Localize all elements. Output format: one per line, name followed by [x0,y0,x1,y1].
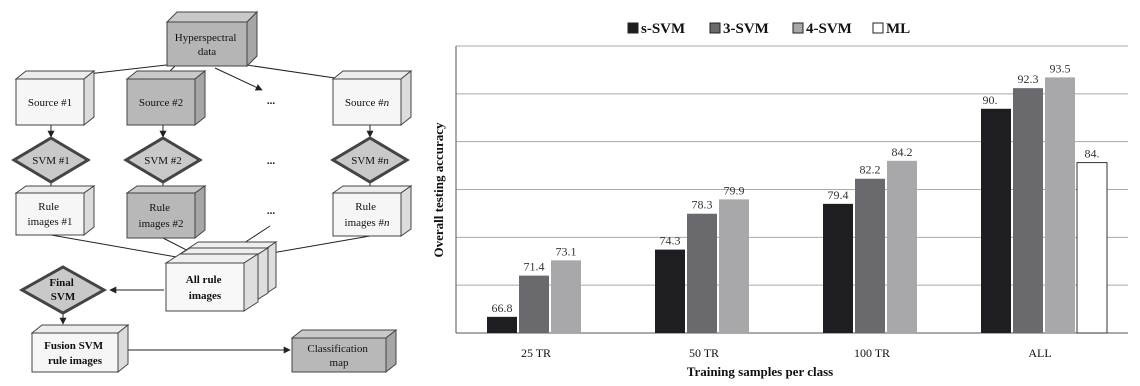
svg-text:Rule images #1: Rule images #1 [28,201,73,228]
svm-n-label: SVM #n [351,155,389,167]
svm-2-label: SVM #2 [144,155,182,167]
rule-images-node-n: Rule images #n [331,185,413,237]
data-label: 90. [983,93,998,107]
data-label: 84.2 [892,145,913,159]
rule-images-node-1: Rule images #1 [14,185,96,237]
rule-2-line2: images #2 [139,218,184,230]
data-label: 92.3 [1018,72,1039,86]
data-label: 66.8 [492,301,513,315]
final-svm-node: Final SVM [18,265,108,315]
bar-ML-ALL [1076,162,1108,334]
svm-1-label: SVM #1 [32,155,70,167]
all-rule-line1: All rule [186,274,222,286]
ellipsis-row-1: ... [267,95,276,107]
x-tick-label: 25 TR [521,346,551,360]
svg-text:All rule images: All rule images [186,274,225,302]
classification-line2: map [330,357,349,369]
chart-legend: s-SVM 3-SVM 4-SVM ML [627,21,910,37]
data-label: 79.9 [724,183,745,197]
svm-node-1: SVM #1 [11,136,91,184]
rule-1-line1: Rule [38,201,59,213]
hyperspectral-label-line2: data [198,46,216,58]
bar-4-SVM-ALL [1045,77,1075,333]
data-label: 78.3 [692,198,713,212]
legend-label-4-SVM: 4-SVM [806,21,852,37]
bar-4-SVM-100TR [887,160,917,333]
classification-line1: Classification [307,343,368,355]
legend-label-3-SVM: 3-SVM [723,21,769,37]
source-node-2: Source #2 [125,69,207,127]
chart-data-labels: 66.8 71.4 73.1 74.3 78.3 79.9 79.4 82.2 84.2 90. 9… [492,61,1100,314]
bar-3-SVM-ALL [1013,88,1043,333]
fusion-flowchart: Hyperspectral data Source #1 Source #2 .… [11,10,413,374]
bar-3-SVM-25TR [519,275,549,333]
bar-s-SVM-50TR [655,249,685,333]
source-node-1: Source #1 [14,69,96,127]
bar-4-SVM-50TR [719,199,749,333]
all-rule-images-node: All rule images [164,241,278,312]
x-tick-label: ALL [1028,346,1051,360]
data-label: 93.5 [1050,61,1071,75]
source-n-label: Source #n [345,97,390,109]
data-label: 71.4 [524,260,545,274]
bar-s-SVM-25TR [487,316,517,333]
x-tick-label: 100 TR [854,346,890,360]
legend-swatch-s-SVM [627,22,639,34]
svg-text:Classification map: Classification map [307,343,370,369]
svm-node-2: SVM #2 [123,136,203,184]
source-1-label: Source #1 [28,97,72,109]
svg-text:Rule images #2: Rule images #2 [139,202,184,230]
x-axis-title: Training samples per class [687,364,834,379]
accuracy-bar-chart: s-SVM 3-SVM 4-SVM ML 66.8 71.4 73.1 74.3 78.3 79… [431,21,1128,379]
y-axis-title: Overall testing accuracy [431,122,446,258]
legend-label-ML: ML [886,21,910,37]
data-label: 79.4 [828,188,849,202]
bar-3-SVM-100TR [855,178,885,333]
chart-bars [487,77,1108,334]
bar-s-SVM-ALL [981,108,1011,333]
svm-node-n: SVM #n [330,136,410,184]
source-2-label: Source #2 [139,97,183,109]
svg-text:Final SVM: Final SVM [49,277,76,303]
classification-map-node: Classification map [290,328,398,374]
svg-text:Hyperspectral data: Hyperspectral data [175,32,239,58]
hyperspectral-data-node: Hyperspectral data [165,10,259,68]
ellipsis-row-2: ... [267,155,276,167]
rule-n-line1: Rule [355,201,376,213]
all-rule-line2: images [189,290,222,302]
rule-images-node-2: Rule images #2 [125,185,207,240]
fusion-line1: Fusion SVM [44,340,104,352]
final-svm-line2: SVM [51,291,76,303]
fusion-svm-rule-images-node: Fusion SVM rule images [30,323,130,374]
ellipsis-row-3: ... [267,205,276,217]
bar-4-SVM-25TR [551,260,581,333]
data-label: 73.1 [556,244,577,258]
x-tick-label: 50 TR [689,346,719,360]
chart-x-tick-labels: 25 TR 50 TR 100 TR ALL [521,346,1052,360]
data-label: 82.2 [860,163,881,177]
rule-2-line1: Rule [149,202,170,214]
final-svm-line1: Final [49,277,73,289]
legend-swatch-4-SVM [792,22,804,34]
legend-label-s-SVM: s-SVM [641,21,685,37]
legend-swatch-ML [872,22,884,34]
legend-swatch-3-SVM [709,22,721,34]
bar-3-SVM-50TR [687,213,717,333]
source-node-n: Source #n [331,69,413,127]
fusion-line2: rule images [48,355,103,367]
data-label: 74.3 [660,234,681,248]
hyperspectral-label-line1: Hyperspectral [175,32,237,44]
svg-text:Fusion SVM rule images: Fusion SVM rule images [44,340,106,367]
rule-n-line2: images #n [345,217,390,229]
rule-1-line2: images #1 [28,216,73,228]
svg-text:Rule images #n: Rule images #n [345,201,390,229]
data-label: 84. [1085,147,1100,161]
bar-s-SVM-100TR [823,203,853,333]
